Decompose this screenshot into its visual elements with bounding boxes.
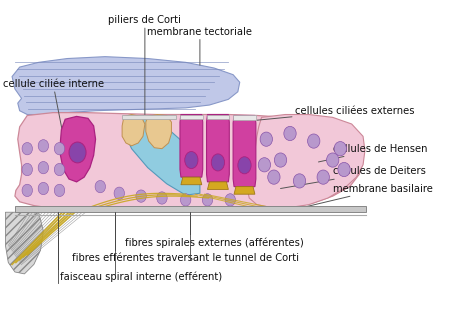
Ellipse shape — [54, 143, 65, 155]
Ellipse shape — [327, 153, 339, 167]
Polygon shape — [126, 119, 200, 195]
Text: cellule ciliée interne: cellule ciliée interne — [3, 79, 104, 146]
Ellipse shape — [274, 153, 287, 167]
Ellipse shape — [38, 161, 49, 174]
Ellipse shape — [157, 192, 167, 204]
Text: piliers de Corti: piliers de Corti — [108, 15, 181, 115]
Ellipse shape — [69, 142, 86, 163]
Polygon shape — [207, 182, 228, 189]
Ellipse shape — [225, 194, 235, 206]
Text: cellules de Deiters: cellules de Deiters — [280, 166, 426, 188]
Polygon shape — [122, 115, 176, 119]
Ellipse shape — [238, 157, 251, 174]
Polygon shape — [60, 117, 95, 182]
Polygon shape — [122, 115, 145, 146]
Ellipse shape — [338, 162, 350, 177]
Text: faisceau spiral interne (efférent): faisceau spiral interne (efférent) — [60, 272, 222, 282]
Polygon shape — [234, 187, 255, 194]
Ellipse shape — [95, 180, 105, 193]
Polygon shape — [181, 177, 202, 185]
Ellipse shape — [38, 140, 49, 152]
Ellipse shape — [293, 174, 306, 188]
Polygon shape — [15, 113, 363, 211]
Ellipse shape — [22, 184, 32, 196]
Ellipse shape — [334, 142, 346, 156]
Ellipse shape — [260, 132, 272, 146]
Ellipse shape — [22, 163, 32, 176]
Text: cellules de Hensen: cellules de Hensen — [319, 144, 427, 162]
Polygon shape — [248, 115, 365, 207]
Polygon shape — [233, 116, 256, 187]
Ellipse shape — [38, 182, 49, 195]
Ellipse shape — [136, 190, 146, 202]
Polygon shape — [12, 57, 240, 115]
Text: fibres efférentes traversant le tunnel de Corti: fibres efférentes traversant le tunnel d… — [72, 253, 299, 263]
Polygon shape — [5, 212, 43, 274]
Polygon shape — [180, 115, 203, 177]
Ellipse shape — [307, 134, 320, 148]
Polygon shape — [207, 115, 230, 119]
Polygon shape — [233, 116, 256, 120]
Ellipse shape — [114, 187, 125, 199]
Ellipse shape — [284, 126, 296, 141]
Text: fibres spirales externes (afférentes): fibres spirales externes (afférentes) — [125, 238, 303, 248]
Ellipse shape — [317, 170, 329, 184]
Text: membrane tectoriale: membrane tectoriale — [148, 27, 252, 65]
Polygon shape — [180, 115, 203, 119]
Ellipse shape — [184, 152, 198, 169]
Polygon shape — [207, 115, 230, 182]
Text: cellules ciliées externes: cellules ciliées externes — [257, 106, 414, 120]
Ellipse shape — [268, 170, 280, 184]
Ellipse shape — [54, 184, 65, 196]
Ellipse shape — [54, 163, 65, 176]
Text: membrane basilaire: membrane basilaire — [295, 184, 432, 209]
Polygon shape — [15, 205, 366, 212]
Ellipse shape — [202, 194, 213, 206]
Polygon shape — [146, 115, 171, 149]
Ellipse shape — [212, 154, 225, 171]
Ellipse shape — [258, 158, 270, 172]
Ellipse shape — [180, 194, 191, 206]
Ellipse shape — [22, 143, 32, 155]
